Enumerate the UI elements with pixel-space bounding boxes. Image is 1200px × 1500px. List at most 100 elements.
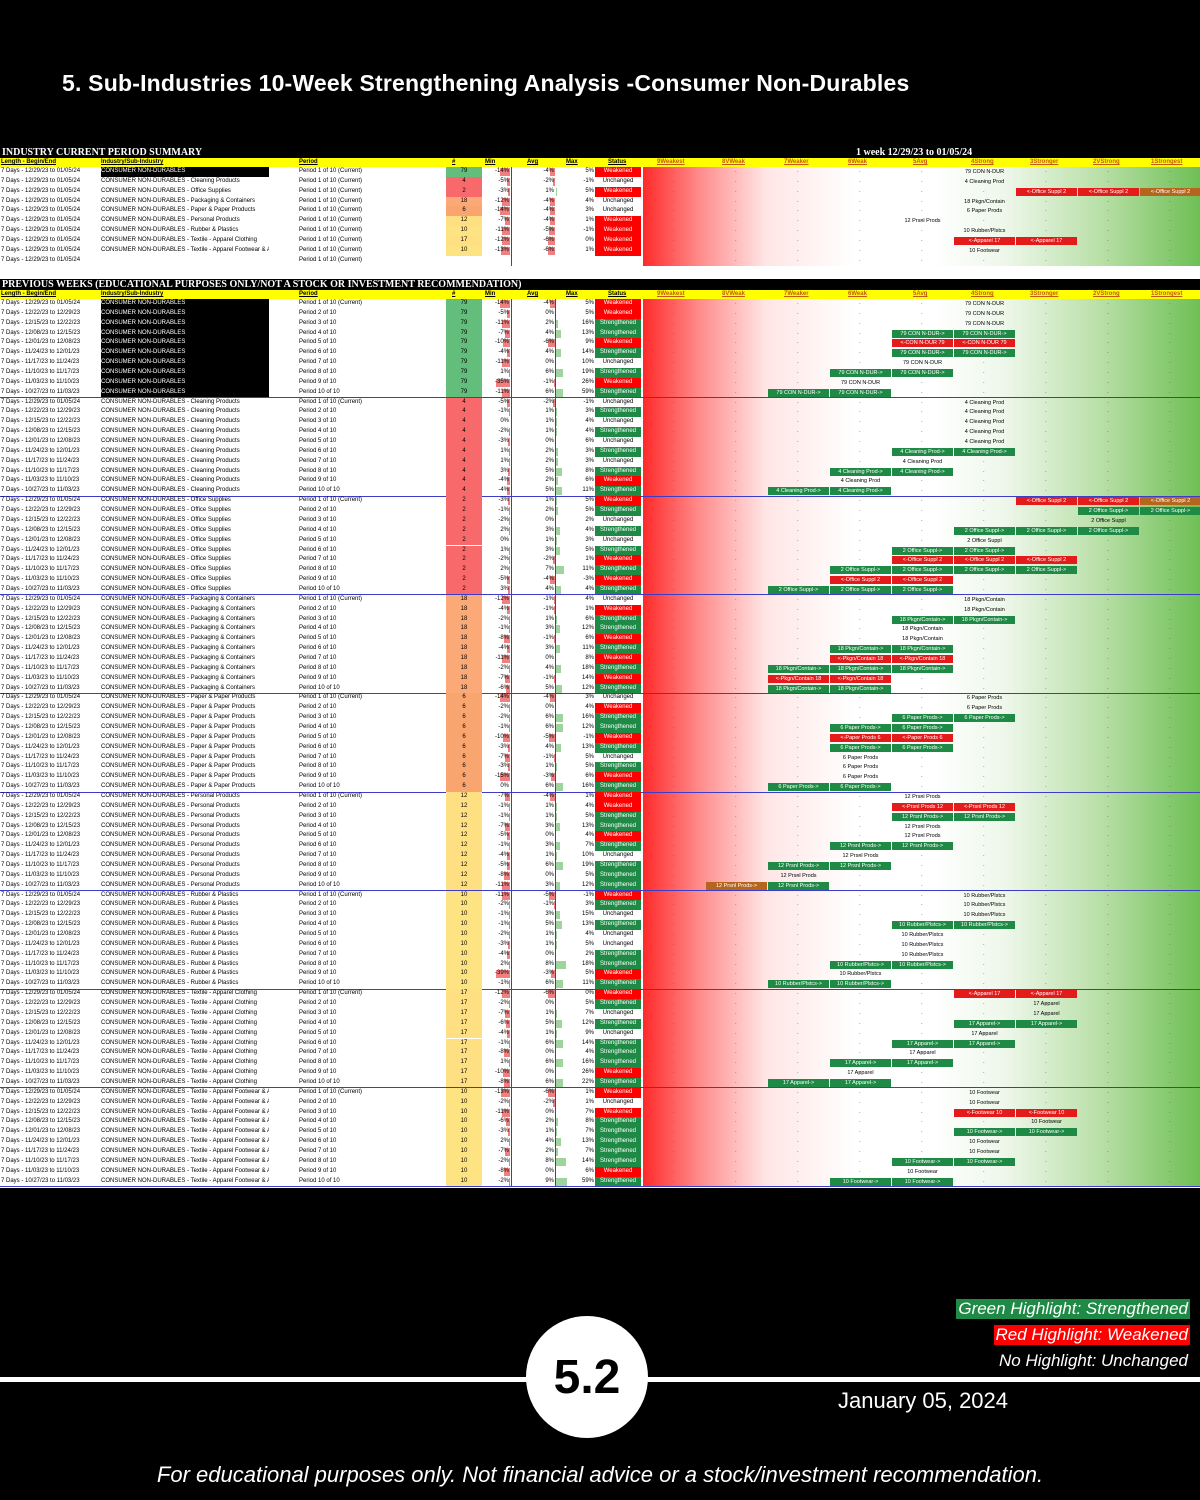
- band-dot: .: [983, 625, 985, 632]
- min-value-bar: [500, 207, 510, 216]
- min-value-bar: [508, 556, 510, 565]
- row-industry: CONSUMER NON-DURABLES - Packaging & Cont…: [101, 645, 256, 652]
- band-dot: .: [1045, 300, 1047, 306]
- row-period: Period 8 of 10: [299, 763, 337, 770]
- row-avg: 1%: [545, 615, 554, 622]
- band-dot: .: [673, 970, 675, 977]
- band-dot: .: [735, 921, 737, 928]
- row-period: Period 2 of 10: [299, 1098, 337, 1105]
- band-dot: .: [1107, 339, 1109, 346]
- band-marker: 79 CON N-DUR: [964, 301, 1005, 307]
- band-dot: .: [1107, 585, 1109, 592]
- band-dot: .: [983, 704, 985, 711]
- row-stock-count: 18: [446, 644, 482, 654]
- band-dot: .: [1045, 615, 1047, 622]
- band-dot: .: [1169, 595, 1171, 602]
- row-max: 18%: [581, 664, 594, 671]
- min-value-bar: [505, 1009, 510, 1018]
- band-dot: .: [859, 309, 861, 316]
- band-marker: 79 CON N-DUR->: [768, 388, 829, 397]
- band-dot: .: [797, 177, 799, 184]
- row-avg: 1%: [545, 763, 554, 770]
- table-row: .........7 Days - 11/10/23 to 11/17/23CO…: [0, 466, 1200, 477]
- band-dot: .: [859, 881, 861, 888]
- band-dot: .: [921, 980, 923, 987]
- row-date-range: 7 Days - 12/29/23 to 01/05/24: [1, 256, 81, 263]
- band-dot: .: [983, 684, 985, 691]
- row-max: 11%: [582, 645, 594, 652]
- strength-band-zone: [643, 299, 1200, 1187]
- row-avg: 2%: [545, 507, 554, 514]
- band-dot: .: [735, 960, 737, 967]
- row-avg: 2%: [545, 319, 554, 326]
- row-avg: 1%: [545, 497, 554, 504]
- band-dot: .: [921, 237, 923, 244]
- band-dot: .: [797, 536, 799, 543]
- table-row: .........7 Days - 12/22/23 to 12/29/23CO…: [0, 506, 1200, 516]
- row-period: Period 6 of 10: [299, 546, 337, 553]
- min-value-bar: [506, 832, 510, 841]
- band-dot: .: [797, 556, 799, 563]
- row-period: Period 4 of 10: [299, 921, 337, 928]
- row-date-range: 7 Days - 11/10/23 to 11/17/23: [1, 1157, 80, 1164]
- row-min: 1%: [500, 457, 509, 464]
- band-marker: 4 Cleaning Prod->: [830, 487, 891, 496]
- band-dot: .: [921, 487, 923, 494]
- band-dot: .: [1169, 990, 1171, 997]
- min-value-bar: [505, 684, 510, 693]
- row-period: Period 9 of 10: [299, 477, 337, 484]
- min-value-bar: [508, 516, 510, 525]
- band-dot: .: [1107, 516, 1109, 523]
- row-status: Unchanged: [602, 536, 634, 543]
- row-status: Strengthened: [595, 545, 641, 556]
- row-industry: CONSUMER NON-DURABLES - Rubber & Plastic…: [101, 901, 239, 908]
- band-dot: .: [1107, 309, 1109, 316]
- band-dot: .: [983, 388, 985, 395]
- band-dot: .: [1045, 1000, 1047, 1007]
- column-header-row: Length - Begin/End Industry/Sub-Industry P…: [0, 290, 1200, 299]
- band-dot: .: [797, 615, 799, 622]
- band-dot: .: [673, 418, 675, 425]
- band-dot: .: [1169, 1098, 1171, 1105]
- row-max: 12%: [581, 881, 594, 888]
- row-period: Period 6 of 10: [299, 645, 337, 652]
- row-status: Weakened: [595, 1087, 641, 1098]
- row-date-range: 7 Days - 12/29/23 to 01/05/24: [1, 694, 81, 701]
- row-period: Period 9 of 10: [299, 871, 337, 878]
- row-industry: CONSUMER NON-DURABLES - Office Supplies: [101, 566, 231, 573]
- band-dot: .: [921, 516, 923, 523]
- table-row: .........7 Days - 12/08/23 to 12/15/23CO…: [0, 920, 1200, 931]
- band-dot: .: [983, 773, 985, 780]
- band-dot: .: [735, 359, 737, 366]
- row-max: 5%: [585, 753, 594, 760]
- band-dot: .: [859, 1167, 861, 1174]
- row-industry: CONSUMER NON-DURABLES: [101, 338, 269, 349]
- band-dot: .: [921, 1078, 923, 1085]
- band-dot: .: [1045, 329, 1047, 336]
- band-dot: .: [1107, 891, 1109, 898]
- band-dot: .: [797, 990, 799, 997]
- band-dot: .: [1107, 635, 1109, 642]
- band-dot: .: [921, 477, 923, 484]
- band-dot: .: [735, 329, 737, 336]
- row-avg: 0%: [545, 1000, 554, 1007]
- row-min: -3%: [498, 187, 509, 194]
- band-dot: .: [983, 197, 985, 204]
- band-dot: .: [1045, 467, 1047, 474]
- band-dot: .: [1045, 1118, 1047, 1125]
- row-date-range: 7 Days - 11/03/23 to 11/10/23: [1, 773, 80, 780]
- row-status: Strengthened: [595, 1127, 641, 1138]
- band-dot: .: [983, 398, 985, 405]
- row-status: Strengthened: [595, 318, 641, 329]
- row-period: Period 8 of 10: [299, 369, 337, 376]
- row-avg: 3%: [545, 822, 554, 829]
- band-dot: .: [983, 753, 985, 760]
- band-dot: .: [1107, 1128, 1109, 1135]
- band-dot: .: [1045, 625, 1047, 632]
- band-marker: 12 Prsnl Prods: [904, 833, 941, 840]
- band-dot: .: [859, 990, 861, 997]
- row-stock-count: 18: [446, 604, 482, 615]
- row-status: Unchanged: [602, 911, 634, 918]
- row-industry: CONSUMER NON-DURABLES: [101, 387, 269, 398]
